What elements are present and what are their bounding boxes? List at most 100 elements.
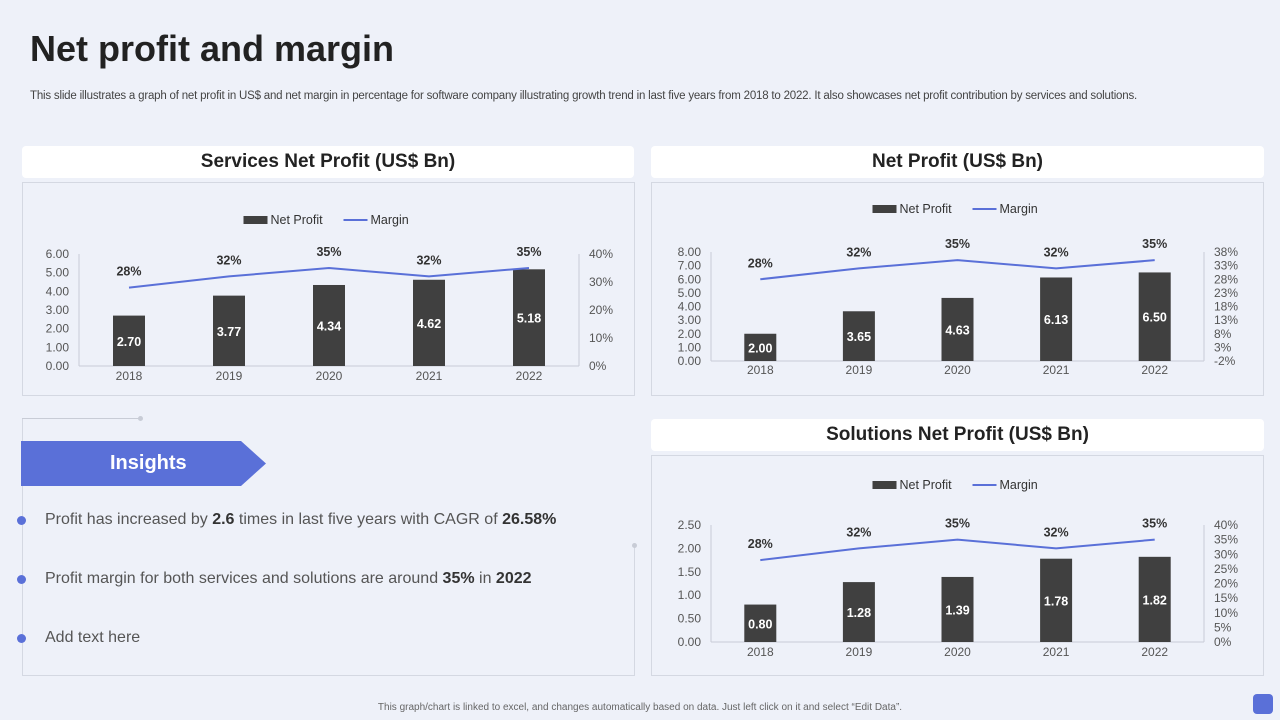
x-tick-label: 2018 — [747, 363, 774, 377]
frame-dot — [138, 416, 143, 421]
insights-frame-top-line — [22, 418, 140, 419]
y2-tick-label: 33% — [1214, 259, 1238, 273]
y-tick-label: 0.00 — [678, 635, 702, 649]
margin-value-label: 35% — [945, 517, 970, 531]
margin-value-label: 32% — [1044, 525, 1069, 539]
y2-tick-label: 10% — [589, 331, 613, 345]
margin-value-label: 32% — [416, 253, 441, 267]
insights-frame-right-line — [634, 545, 635, 676]
net-profit-chart[interactable]: Net Profit Margin 0.00 1.00 2.00 3.00 4.00 5.00… — [651, 182, 1264, 396]
bar-net-profit — [1040, 558, 1073, 642]
y-tick-label: 6.00 — [46, 247, 70, 261]
legend-bar-swatch — [243, 216, 268, 224]
y2-tick-label: 0% — [589, 359, 607, 373]
bar-value-label: 1.78 — [1044, 594, 1068, 608]
x-tick-label: 2020 — [944, 363, 971, 377]
y2-tick-label: 25% — [1214, 562, 1238, 576]
bar-value-label: 1.28 — [847, 606, 871, 620]
bar-value-label: 3.77 — [217, 325, 241, 339]
margin-value-label: 32% — [1044, 245, 1069, 259]
y2-tick-label: -2% — [1214, 354, 1236, 368]
bar-net-profit — [1040, 277, 1073, 361]
bar-net-profit — [513, 269, 545, 366]
margin-value-label: 32% — [846, 525, 871, 539]
y2-tick-label: 40% — [589, 247, 613, 261]
bar-net-profit — [842, 582, 875, 642]
y-tick-label: 2.00 — [678, 327, 702, 341]
margin-value-label: 32% — [846, 245, 871, 259]
y-tick-label: 2.50 — [678, 518, 702, 532]
margin-value-label: 35% — [516, 245, 541, 259]
y2-tick-label: 38% — [1214, 245, 1238, 259]
margin-line — [760, 259, 1155, 281]
insight-bullet-1: Profit has increased by 2.6 times in las… — [45, 511, 557, 528]
margin-value-label: 35% — [945, 237, 970, 251]
bar-value-label: 3.65 — [847, 330, 871, 344]
margin-value-label: 35% — [316, 245, 341, 259]
bar-value-label: 6.13 — [1044, 313, 1068, 327]
chart-svg: Net Profit Margin 0.00 0.50 1.00 1.50 2.00 2.50… — [678, 478, 1239, 659]
bullet-dot — [17, 634, 26, 643]
services-net-profit-chart[interactable]: Net Profit Margin 0.00 1.00 2.00 3.00 4.00 5.00… — [22, 182, 635, 396]
y-tick-label: 0.00 — [678, 354, 702, 368]
bar-value-label: 4.34 — [317, 319, 341, 333]
page-subtitle: This slide illustrates a graph of net pr… — [30, 90, 1137, 102]
slide-corner-marker — [1253, 694, 1273, 714]
y-tick-label: 0.50 — [678, 612, 702, 626]
margin-value-label: 28% — [748, 256, 773, 270]
y2-tick-label: 18% — [1214, 300, 1238, 314]
margin-value-label: 28% — [748, 537, 773, 551]
solutions-net-profit-chart[interactable]: Net Profit Margin 0.00 0.50 1.00 1.50 2.00 2.50… — [651, 455, 1264, 676]
y-tick-label: 6.00 — [678, 272, 702, 286]
services-chart-title: Services Net Profit (US$ Bn) — [22, 146, 634, 178]
margin-value-label: 32% — [216, 253, 241, 267]
x-tick-label: 2020 — [944, 645, 971, 659]
y-tick-label: 1.00 — [678, 588, 702, 602]
legend-net-profit: Net Profit — [271, 213, 324, 227]
y-tick-label: 5.00 — [678, 286, 702, 300]
y2-tick-label: 0% — [1214, 635, 1232, 649]
insight-bullet-3[interactable]: Add text here — [45, 629, 141, 646]
margin-value-label: 35% — [1142, 237, 1167, 251]
legend-net-profit: Net Profit — [900, 202, 953, 216]
margin-line — [128, 266, 530, 289]
bar-value-label: 4.62 — [417, 317, 441, 331]
page-title: Net profit and margin — [30, 28, 395, 69]
x-tick-label: 2019 — [846, 645, 873, 659]
bar-net-profit — [842, 311, 875, 361]
x-tick-label: 2021 — [1043, 645, 1070, 659]
footer-note: This graph/chart is linked to excel, and… — [377, 702, 903, 713]
bar-net-profit — [1138, 272, 1171, 361]
y2-tick-label: 3% — [1214, 340, 1232, 354]
chart-svg: Net Profit Margin0.001.002.003.004.005.00… — [46, 213, 614, 383]
frame-dot — [632, 543, 637, 548]
bullet-dot — [17, 575, 26, 584]
x-tick-label: 2018 — [747, 645, 774, 659]
bar-value-label: 5.18 — [517, 312, 541, 326]
legend-net-profit: Net Profit — [900, 478, 953, 492]
chart-svg: Net Profit Margin0.001.002.003.004.005.00… — [678, 202, 1239, 377]
y2-tick-label: 5% — [1214, 620, 1232, 634]
y-tick-label: 2.00 — [46, 322, 70, 336]
bullet-dot — [17, 516, 26, 525]
y2-tick-label: 8% — [1214, 327, 1232, 341]
y2-tick-label: 20% — [1214, 577, 1238, 591]
bar-value-label: 1.39 — [945, 603, 969, 617]
y2-tick-label: 30% — [589, 275, 613, 289]
insight-bullet-2: Profit margin for both services and solu… — [45, 570, 532, 587]
y2-tick-label: 35% — [1214, 533, 1238, 547]
bar-net-profit — [744, 604, 777, 642]
x-tick-label: 2021 — [416, 369, 443, 383]
insights-banner: Insights — [21, 441, 266, 486]
bar-net-profit — [313, 284, 345, 366]
x-tick-label: 2018 — [116, 369, 143, 383]
x-tick-label: 2020 — [316, 369, 343, 383]
y-tick-label: 4.00 — [46, 284, 70, 298]
margin-line — [760, 538, 1155, 562]
bar-net-profit — [941, 297, 974, 361]
y2-tick-label: 20% — [589, 303, 613, 317]
y2-tick-label: 30% — [1214, 547, 1238, 561]
y2-tick-label: 23% — [1214, 286, 1238, 300]
y-tick-label: 3.00 — [46, 303, 70, 317]
y-tick-label: 1.00 — [46, 340, 70, 354]
